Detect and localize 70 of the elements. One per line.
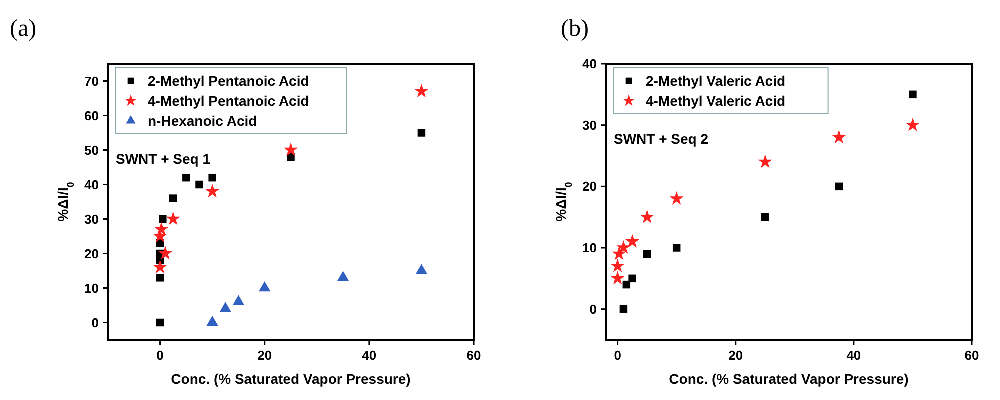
point [156, 274, 164, 282]
point [232, 295, 245, 306]
point [182, 174, 190, 182]
y-tick-label: 10 [582, 240, 597, 256]
x-tick-label: 0 [156, 348, 164, 363]
point [670, 191, 684, 205]
point [616, 240, 631, 254]
y-tick-label: 60 [84, 108, 99, 124]
y-tick-label: 40 [582, 56, 597, 72]
x-tick-label: 60 [466, 348, 482, 363]
x-tick-label: 40 [362, 348, 377, 363]
y-tick-label: 50 [84, 142, 99, 158]
y-tick-label: 70 [84, 74, 99, 89]
point [672, 244, 681, 252]
point [337, 271, 350, 282]
y-tick-label: 0 [590, 302, 597, 317]
point [159, 215, 167, 224]
point [284, 142, 298, 156]
annotation: SWNT + Seq 2 [614, 131, 709, 147]
y-tick-label: 0 [92, 315, 99, 330]
point [620, 305, 628, 314]
y-tick-label: 20 [84, 246, 99, 262]
y-tick-label: 30 [84, 212, 99, 227]
point [758, 154, 773, 168]
point [220, 302, 232, 312]
point [643, 250, 652, 258]
legend-label: n-Hexanoic Acid [148, 113, 258, 129]
point [628, 274, 636, 283]
x-tick-label: 0 [614, 348, 622, 363]
legend-label: 2-Methyl Valeric Acid [646, 73, 786, 89]
point [416, 264, 428, 274]
y-tick-label: 40 [84, 177, 99, 192]
chart-title: (a) [10, 16, 37, 42]
legend-label: 4-Methyl Pentanoic Acid [148, 93, 310, 109]
y-tick-label: 30 [582, 118, 597, 133]
point [906, 118, 920, 132]
point [909, 90, 917, 99]
point [762, 213, 770, 222]
x-axis-title: Conc. (% Saturated Vapor Pressure) [669, 371, 909, 387]
y-tick-label: 10 [84, 280, 99, 296]
legend-label: 2-Methyl Pentanoic Acid [148, 73, 310, 89]
point [610, 271, 625, 285]
point [156, 318, 164, 327]
x-tick-label: 60 [964, 348, 980, 363]
point [206, 316, 218, 326]
legend-label: 4-Methyl Valeric Acid [646, 93, 786, 109]
point [610, 258, 625, 272]
chart-title: (b) [561, 16, 589, 42]
point [612, 246, 626, 260]
point [640, 210, 654, 224]
point [418, 129, 426, 137]
point [166, 212, 180, 226]
x-tick-label: 40 [846, 348, 862, 363]
point [158, 246, 173, 260]
point [208, 174, 216, 182]
y-tick-label: 20 [582, 179, 597, 194]
point [205, 184, 220, 198]
x-tick-label: 20 [258, 348, 272, 363]
point [414, 84, 429, 98]
point [625, 234, 640, 248]
point [832, 130, 846, 144]
point [196, 180, 204, 189]
point [169, 194, 178, 202]
x-axis-title: Conc. (% Saturated Vapor Pressure) [171, 371, 411, 387]
point [835, 182, 844, 191]
annotation: SWNT + Seq 1 [116, 151, 211, 167]
point [153, 260, 168, 274]
point [154, 222, 169, 236]
point [258, 281, 271, 292]
x-tick-label: 20 [728, 348, 744, 363]
